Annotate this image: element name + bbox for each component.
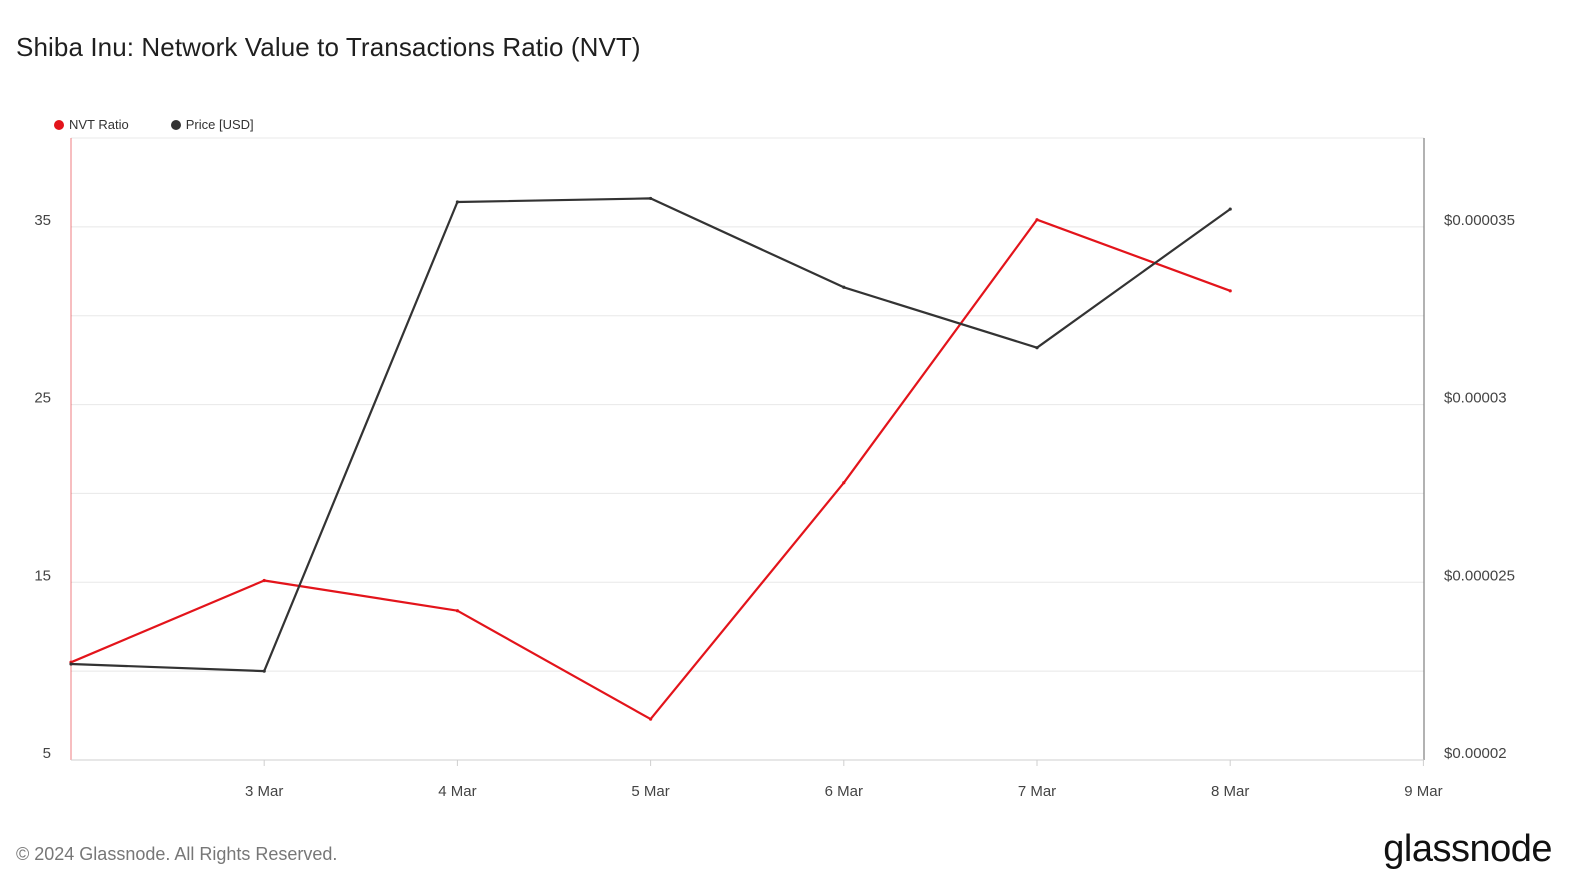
data-point-nvt [455, 609, 459, 613]
data-point-price [1035, 346, 1039, 350]
y-right-tick-label: $0.000035 [1444, 212, 1515, 229]
data-point-price [649, 196, 653, 201]
data-point-nvt [262, 578, 266, 583]
x-tick-label: 9 Mar [1404, 783, 1442, 800]
legend-label-nvt: NVT Ratio [69, 117, 129, 132]
x-tick-label: 8 Mar [1211, 783, 1249, 800]
data-point-price [262, 669, 266, 673]
data-point-nvt [649, 717, 653, 721]
data-point-price [1228, 207, 1232, 211]
legend: NVT Ratio Price [USD] [54, 117, 254, 132]
legend-item-price[interactable]: Price [USD] [170, 117, 254, 132]
copyright-footer: © 2024 Glassnode. All Rights Reserved. [16, 844, 338, 864]
x-tick-label: 4 Mar [438, 783, 476, 800]
x-tick-label: 7 Mar [1018, 783, 1056, 800]
y-left-tick-label: 35 [34, 212, 51, 229]
x-tick-label: 3 Mar [245, 783, 283, 800]
y-left-tick-label: 15 [34, 567, 51, 584]
data-point-nvt [842, 481, 846, 485]
data-point-price [842, 285, 846, 289]
legend-dot-nvt-icon [54, 119, 64, 130]
y-right-tick-label: $0.00003 [1444, 390, 1507, 407]
data-point-price [69, 662, 73, 666]
y-left-tick-label: 5 [43, 745, 51, 762]
series-line-price [69, 197, 1232, 673]
data-point-nvt [1228, 289, 1232, 293]
legend-item-nvt[interactable]: NVT Ratio [54, 117, 129, 132]
data-point-nvt [1035, 218, 1039, 222]
series-line-nvt-ratio [69, 218, 1232, 721]
x-tick-label: 5 Mar [631, 783, 669, 800]
data-point-price [455, 200, 459, 204]
legend-label-price: Price [USD] [185, 117, 254, 132]
glassnode-logo: glassnode [1383, 828, 1552, 870]
chart-title: Shiba Inu: Network Value to Transactions… [16, 32, 641, 62]
y-left-tick-label: 25 [34, 390, 51, 407]
y-right-tick-label: $0.000025 [1444, 567, 1515, 584]
x-tick-label: 6 Mar [825, 783, 863, 800]
y-right-tick-label: $0.00002 [1444, 745, 1507, 762]
legend-dot-price-icon [170, 119, 181, 130]
